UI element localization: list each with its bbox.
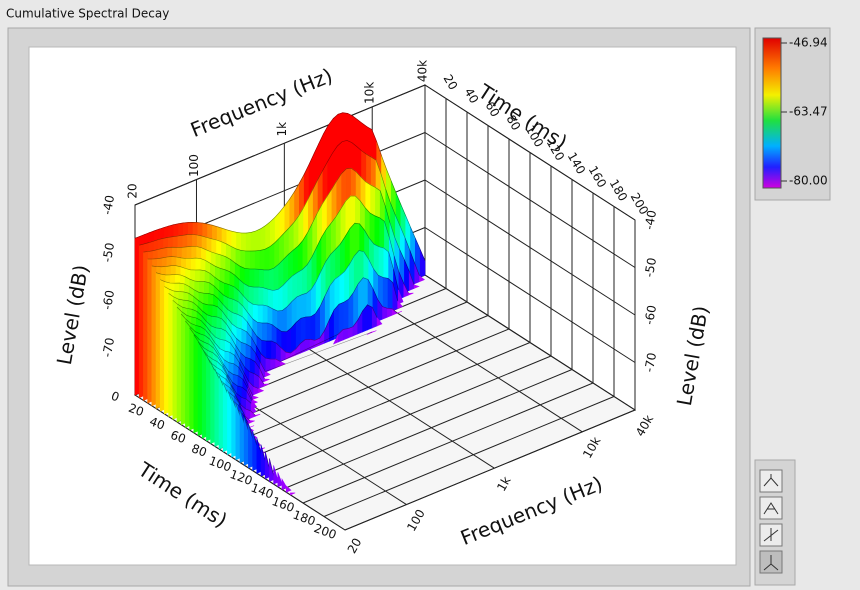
surface-strip [252, 395, 259, 400]
surface-strip [371, 330, 377, 334]
surface-mesh [147, 195, 409, 294]
surface-strip [408, 292, 414, 296]
color-scale-ticks [781, 42, 787, 182]
grid-line [260, 355, 552, 477]
surface-strip [382, 306, 388, 320]
color-ramp [762, 37, 782, 189]
surface-strip [376, 316, 383, 327]
color-scale-label: -63.47 [789, 105, 828, 119]
grid-line [281, 369, 573, 490]
surface-strip [273, 465, 279, 485]
grid-line [424, 132, 636, 268]
surface-strip [258, 388, 265, 394]
z-tick-label: -40 [642, 209, 659, 231]
surface-strip [397, 300, 404, 309]
surface-mesh [134, 112, 426, 261]
surface-strip [387, 277, 394, 313]
surface-mesh [197, 341, 252, 404]
color-scale-label: -80.00 [789, 174, 828, 188]
grid-line [302, 382, 594, 504]
grid-line [323, 396, 615, 517]
surface-strip [286, 327, 292, 355]
surface-strip [396, 310, 403, 314]
surface-strip [281, 477, 288, 490]
grid-line [239, 342, 531, 463]
x-tick-label: 20 [345, 536, 365, 556]
tool-icons [763, 474, 779, 571]
y-tick-label: 0 [109, 389, 121, 405]
surface-strip [285, 485, 292, 493]
y-tick-label: 80 [504, 113, 524, 133]
z-tick-label: -60 [100, 289, 117, 311]
y-tick-label: 20 [127, 401, 146, 419]
surface-strip [367, 304, 373, 331]
surface-strip [309, 338, 316, 350]
y-tick-label: 60 [169, 428, 188, 446]
surface-strip [290, 492, 296, 496]
grid-line [424, 84, 636, 221]
rotate-button[interactable] [759, 469, 783, 493]
y-tick-label: 40 [148, 414, 167, 432]
surface-strip [264, 370, 271, 378]
y-tick-label: 60 [483, 99, 503, 119]
surface-mesh [139, 140, 420, 277]
grid-line [344, 409, 636, 531]
surface-strip [280, 361, 286, 367]
surface-strip [342, 328, 349, 341]
y-tick-label: 20 [441, 72, 461, 92]
window-title: Cumulative Spectral Decay [6, 7, 169, 21]
surface-strip [263, 383, 269, 387]
surface-mesh [164, 286, 378, 362]
y-tick-label: 40 [462, 86, 482, 106]
x-tick-label: 40k [416, 60, 430, 82]
grid-line [218, 328, 510, 450]
surface-strip [264, 378, 270, 382]
surface-mesh [143, 167, 415, 286]
plot-3d: 20201001001k1k10k10k40k40k02020404060608… [52, 60, 713, 556]
z-tick-label: -40 [100, 194, 117, 216]
grid-line [424, 227, 636, 363]
surface-mesh [160, 277, 398, 354]
surface-strip [397, 289, 404, 305]
color-scale-label: -46.94 [789, 36, 828, 50]
surface-strip [250, 402, 257, 414]
surface-mesh [172, 300, 265, 380]
surface-strip [419, 249, 426, 278]
surface-mesh [155, 250, 398, 333]
x-tick-label: 1k [275, 122, 289, 137]
z-tick-label: -70 [100, 337, 117, 359]
surface-strip [255, 413, 261, 417]
surface-strip [249, 420, 255, 424]
surface-strip [419, 275, 425, 283]
grid-line [424, 179, 636, 316]
x-tick-label: 10k [363, 82, 377, 104]
z-tick-label: -50 [642, 257, 659, 279]
z-tick-label: -70 [642, 352, 659, 374]
pan-button[interactable] [759, 496, 783, 520]
surface-mesh [176, 306, 265, 385]
z-tick-label: -60 [642, 304, 659, 326]
x-tick-label: 1k [494, 474, 513, 494]
surface-strip [413, 284, 420, 289]
surface-mesh [185, 320, 254, 397]
surface-strip [277, 472, 283, 488]
surface-mesh [151, 222, 399, 312]
z-tick-label: -50 [100, 242, 117, 264]
x-tick-label: 100 [187, 154, 201, 177]
x-tick-label: 20 [126, 183, 140, 198]
y-tick-label: 80 [190, 441, 209, 459]
surface-mesh [189, 327, 253, 401]
surface-mesh [180, 313, 259, 389]
surface-mesh [193, 334, 253, 401]
grid-line [134, 84, 426, 206]
surface-mesh [168, 293, 372, 372]
